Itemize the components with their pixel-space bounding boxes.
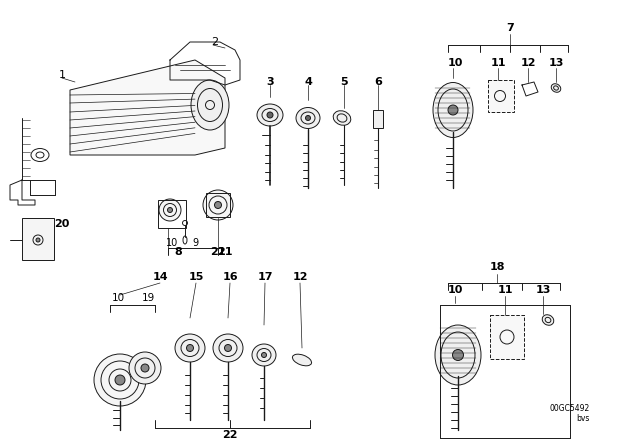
- Ellipse shape: [296, 108, 320, 129]
- Text: 20: 20: [54, 219, 70, 229]
- Text: 4: 4: [304, 77, 312, 87]
- Ellipse shape: [305, 116, 310, 121]
- Ellipse shape: [129, 352, 161, 384]
- Text: 6: 6: [374, 77, 382, 87]
- Text: 10: 10: [447, 285, 463, 295]
- Bar: [490, 315, 524, 359]
- Ellipse shape: [252, 344, 276, 366]
- Ellipse shape: [175, 334, 205, 362]
- Ellipse shape: [168, 207, 173, 212]
- Text: 11: 11: [497, 285, 513, 295]
- Text: 15: 15: [188, 272, 204, 282]
- Ellipse shape: [292, 354, 312, 366]
- Ellipse shape: [213, 334, 243, 362]
- Ellipse shape: [333, 111, 351, 125]
- Text: 18: 18: [489, 262, 505, 272]
- Text: 7: 7: [506, 23, 514, 33]
- Text: 16: 16: [222, 272, 238, 282]
- Bar: [488, 80, 514, 112]
- Text: 13: 13: [548, 58, 564, 68]
- Text: 17: 17: [257, 272, 273, 282]
- Text: 19: 19: [141, 293, 155, 303]
- Ellipse shape: [203, 190, 233, 220]
- Bar: [373, 110, 383, 128]
- Ellipse shape: [262, 353, 266, 358]
- Text: 00GC5492: 00GC5492: [550, 404, 590, 413]
- Polygon shape: [70, 60, 225, 155]
- Text: 21: 21: [217, 247, 233, 257]
- Text: 12: 12: [292, 272, 308, 282]
- Ellipse shape: [433, 82, 473, 138]
- Text: 5: 5: [340, 77, 348, 87]
- Text: 1: 1: [58, 70, 65, 80]
- Text: 8: 8: [174, 247, 182, 257]
- Ellipse shape: [257, 104, 283, 126]
- Ellipse shape: [94, 354, 146, 406]
- Text: 10: 10: [447, 58, 463, 68]
- Text: 21: 21: [211, 247, 226, 257]
- Ellipse shape: [186, 345, 193, 352]
- Ellipse shape: [159, 199, 181, 221]
- Ellipse shape: [435, 325, 481, 385]
- Bar: [22, 218, 54, 260]
- Text: 10: 10: [111, 293, 125, 303]
- Text: 9: 9: [192, 238, 198, 248]
- Text: 13: 13: [535, 285, 550, 295]
- Bar: [206, 193, 230, 217]
- Text: 2: 2: [211, 37, 219, 47]
- Text: 11: 11: [490, 58, 506, 68]
- Text: 3: 3: [266, 77, 274, 87]
- Ellipse shape: [141, 364, 149, 372]
- Text: 10: 10: [166, 238, 178, 248]
- Text: bvs: bvs: [577, 414, 590, 422]
- Ellipse shape: [267, 112, 273, 118]
- Ellipse shape: [225, 345, 232, 352]
- Ellipse shape: [115, 375, 125, 385]
- Text: 22: 22: [222, 430, 237, 440]
- Text: 14: 14: [152, 272, 168, 282]
- Text: 12: 12: [520, 58, 536, 68]
- Ellipse shape: [214, 202, 221, 208]
- Ellipse shape: [36, 238, 40, 242]
- Ellipse shape: [448, 105, 458, 115]
- Ellipse shape: [191, 80, 229, 130]
- Ellipse shape: [452, 349, 463, 361]
- Bar: [158, 200, 186, 228]
- Ellipse shape: [542, 315, 554, 325]
- Ellipse shape: [551, 84, 561, 92]
